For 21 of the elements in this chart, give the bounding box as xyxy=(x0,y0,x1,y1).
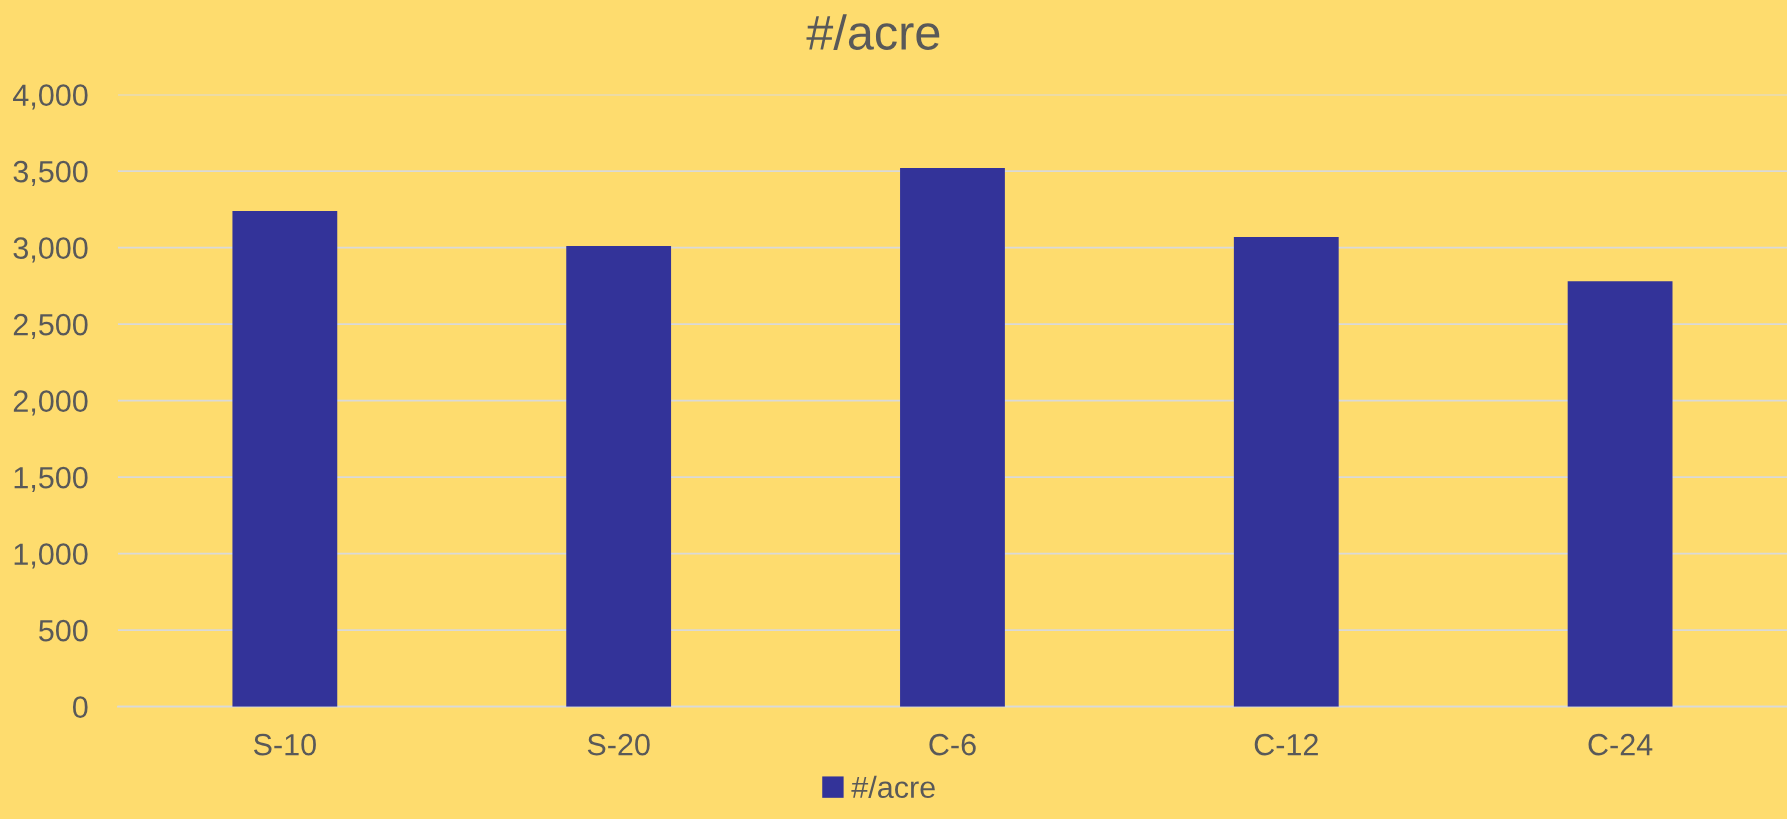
y-tick-label: 4,000 xyxy=(13,84,88,110)
x-tick-label: S-10 xyxy=(253,733,316,756)
y-tick-label: 3,500 xyxy=(13,160,88,187)
bar xyxy=(1233,236,1339,707)
x-tick-label: C-12 xyxy=(1254,733,1318,756)
bar xyxy=(1567,281,1673,707)
y-tick-label: 0 xyxy=(72,696,88,719)
x-tick-label: C-24 xyxy=(1588,733,1653,756)
y-tick-label: 1,000 xyxy=(14,543,88,569)
y-tick-label: 1,500 xyxy=(14,466,88,493)
y-tick-label: 2,000 xyxy=(13,390,88,416)
bar xyxy=(900,168,1005,707)
bar xyxy=(232,210,338,707)
y-tick-label: 3,000 xyxy=(13,237,88,263)
x-tick-label: S-20 xyxy=(587,733,650,756)
legend-label: #/acre xyxy=(851,775,935,799)
chart-title: #/acre xyxy=(806,14,940,50)
bar xyxy=(566,246,672,707)
y-tick-label: 500 xyxy=(39,619,88,642)
x-tick-label: C-6 xyxy=(929,733,976,756)
y-tick-label: 2,500 xyxy=(13,313,88,340)
